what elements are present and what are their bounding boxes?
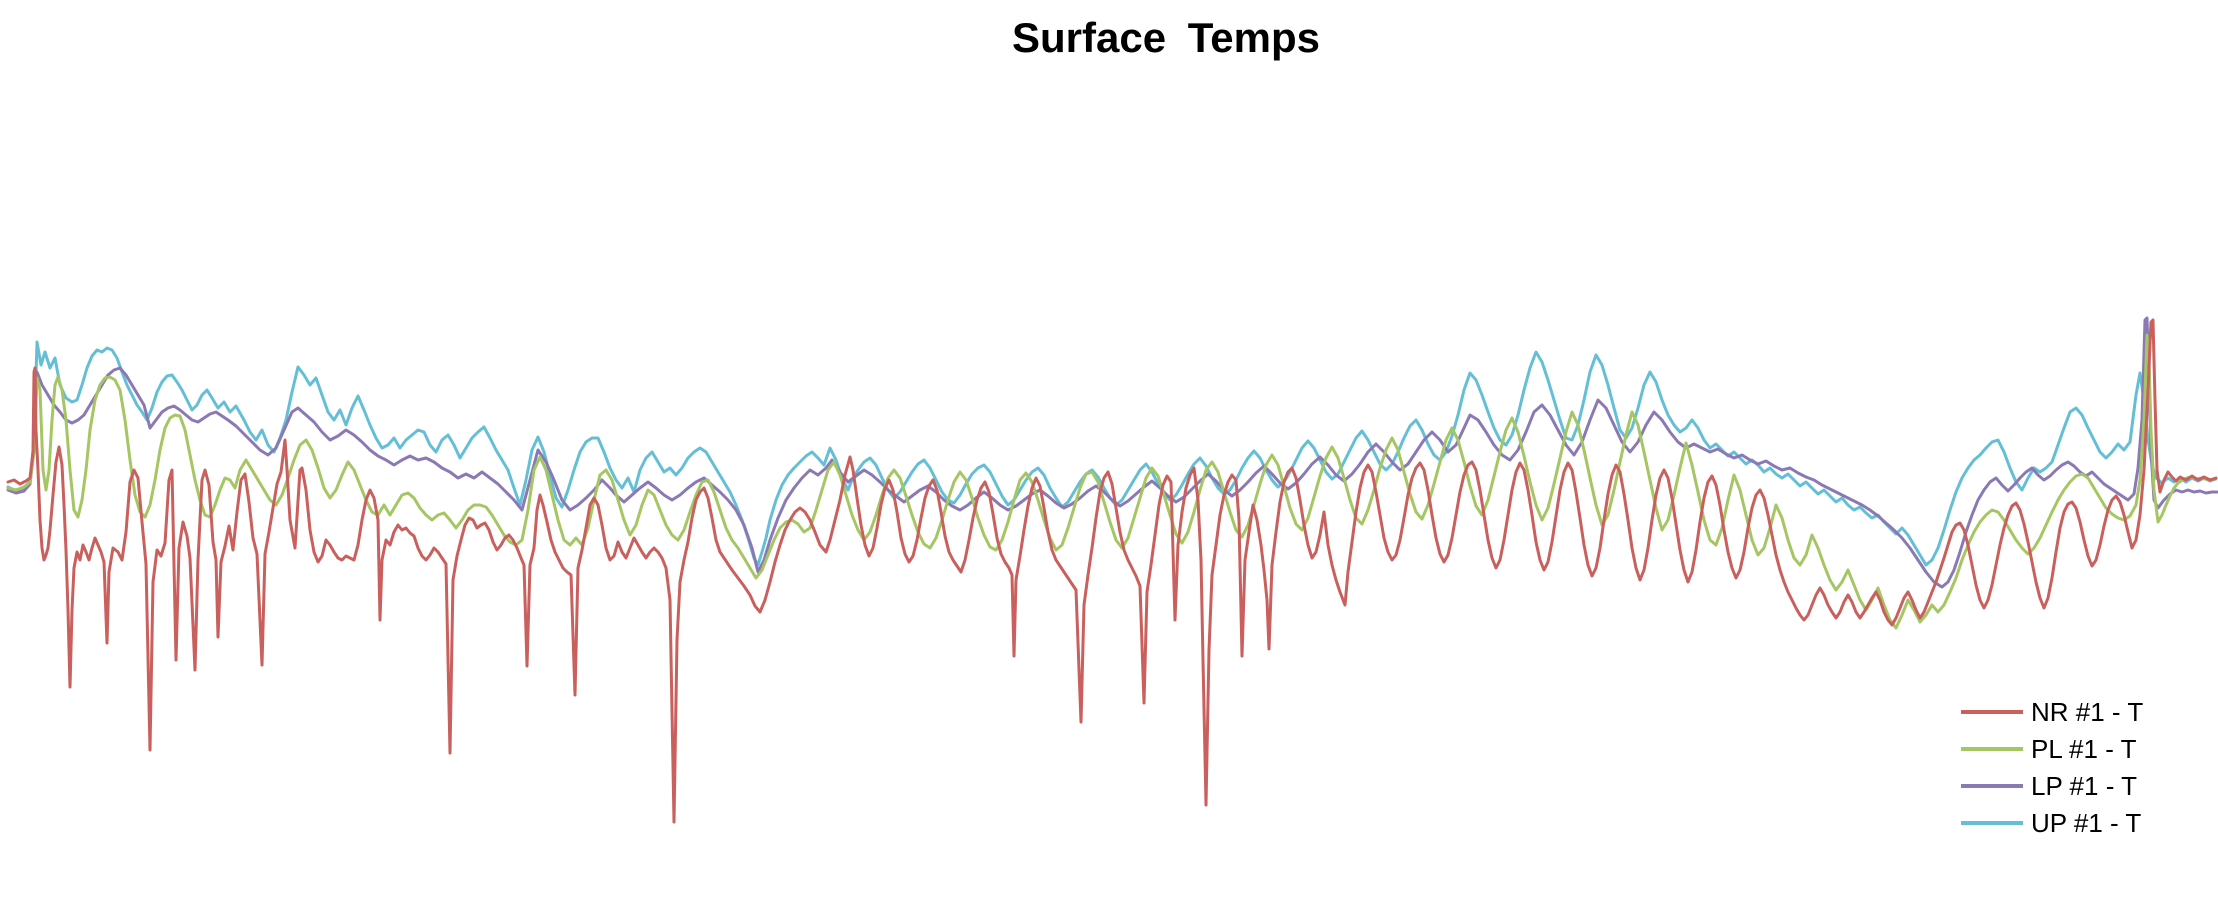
legend-label-pl: PL #1 - T xyxy=(2031,733,2137,764)
legend-item-pl: PL #1 - T xyxy=(1961,730,2143,767)
series-line-nr xyxy=(6,318,2218,824)
series-line-up xyxy=(6,340,2218,567)
legend-swatch-up xyxy=(1961,820,2023,825)
legend-swatch-nr xyxy=(1961,709,2023,714)
chart-title: Surface Temps xyxy=(1012,14,1320,61)
legend-label-up: UP #1 - T xyxy=(2031,807,2142,838)
legend-label-nr: NR #1 - T xyxy=(2031,696,2144,727)
legend-swatch-lp xyxy=(1961,783,2023,788)
legend-item-nr: NR #1 - T xyxy=(1961,693,2143,730)
legend-swatch-pl xyxy=(1961,746,2023,751)
series-line-pl xyxy=(6,333,2216,630)
legend-item-up: UP #1 - T xyxy=(1961,804,2143,841)
legend-item-lp: LP #1 - T xyxy=(1961,767,2143,804)
legend: NR #1 - T PL #1 - T LP #1 - T UP #1 - T xyxy=(1961,693,2143,841)
legend-label-lp: LP #1 - T xyxy=(2031,770,2137,801)
series-line-lp xyxy=(6,316,2218,589)
